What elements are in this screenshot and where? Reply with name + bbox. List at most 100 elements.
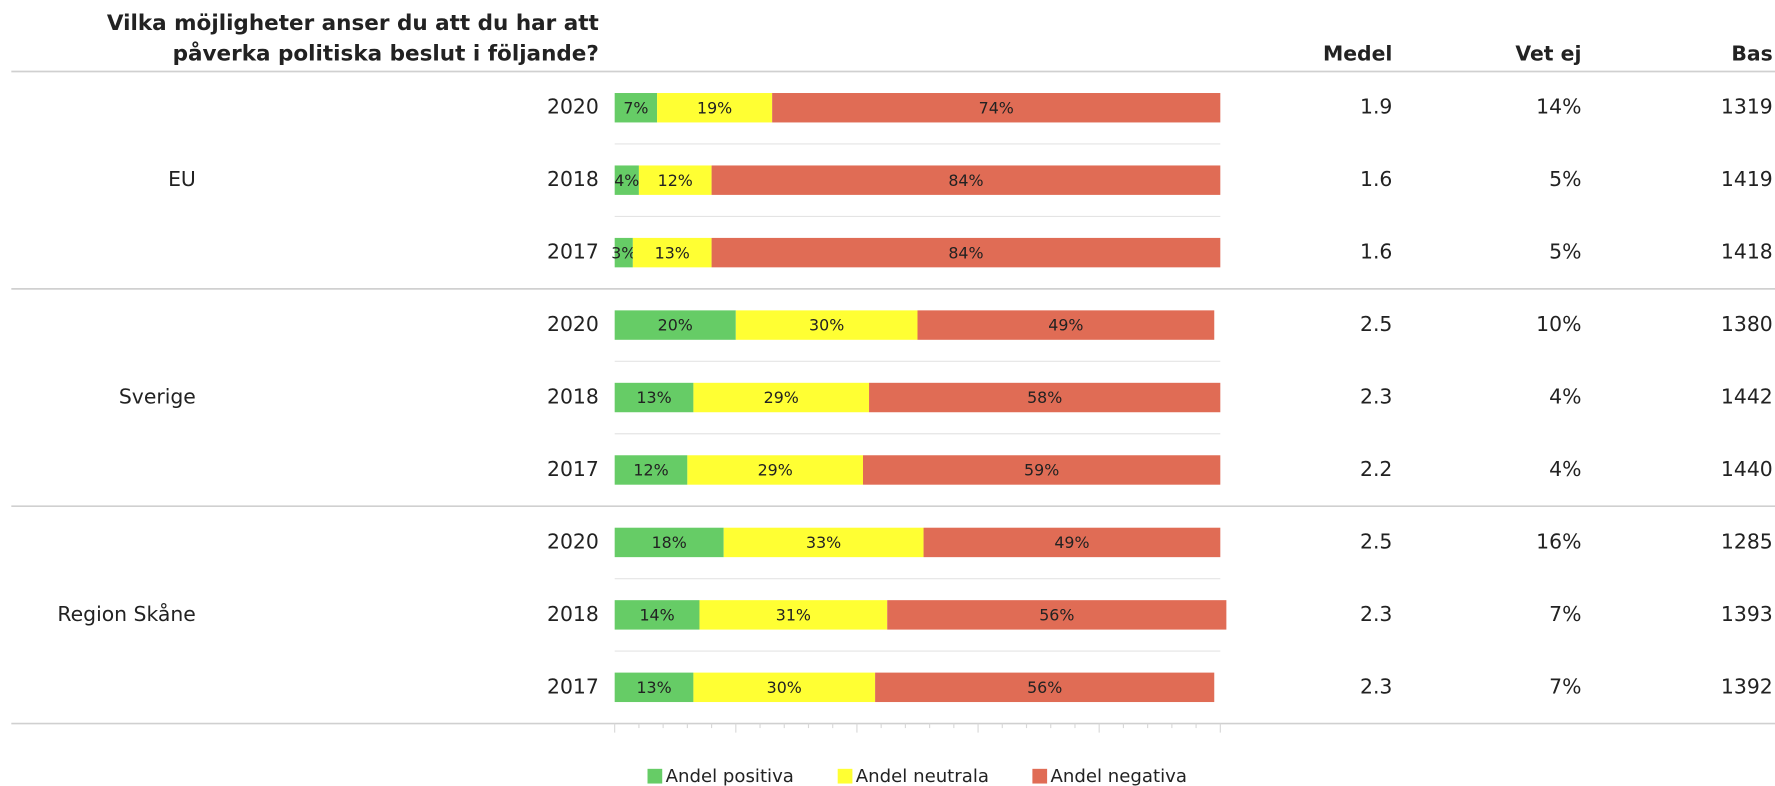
table-cell: 16% (1536, 529, 1581, 553)
table-cell: 4% (1549, 457, 1581, 481)
bar-segment (614, 237, 633, 268)
category-label: 2017 (547, 457, 599, 481)
table-cell: 1418 (1721, 240, 1773, 264)
column-header: Medel (1323, 42, 1392, 66)
legend-swatch (647, 768, 663, 784)
legend-swatch (1032, 768, 1048, 784)
data-label: 56% (1039, 606, 1074, 625)
column-header: Vet ej (1515, 42, 1581, 66)
category-label: 2020 (547, 312, 599, 336)
group-label: Sverige (119, 385, 196, 409)
bar-segment (687, 455, 863, 485)
table-cell: 10% (1536, 312, 1581, 336)
table-cell: 1440 (1721, 457, 1773, 481)
table-cell: 14% (1536, 95, 1581, 119)
data-label: 13% (655, 243, 690, 262)
table-cell: 5% (1549, 240, 1581, 264)
bar-segment (887, 600, 1227, 630)
table-cell: 2.5 (1360, 312, 1392, 336)
bar-segment (772, 93, 1221, 123)
data-label: 29% (758, 461, 793, 480)
bar-segment (614, 93, 658, 123)
data-label: 13% (636, 388, 671, 407)
category-label: 2017 (547, 674, 599, 698)
table-cell: 1.9 (1360, 95, 1392, 119)
table-cell: 7% (1549, 674, 1581, 698)
table-cell: 2.3 (1360, 674, 1392, 698)
table-cell: 4% (1549, 385, 1581, 409)
data-label: 58% (1027, 388, 1062, 407)
bar-segment (917, 310, 1215, 340)
table-cell: 1285 (1721, 529, 1773, 553)
table-cell: 2.2 (1360, 457, 1392, 481)
bar-segment (723, 527, 924, 558)
data-label: 19% (697, 98, 732, 117)
bar-segment (614, 455, 688, 485)
table-cell: 1419 (1721, 167, 1773, 191)
data-label: 18% (652, 533, 687, 552)
category-label: 2018 (547, 167, 599, 191)
column-header: Bas (1731, 42, 1772, 66)
bar-segment (875, 672, 1215, 703)
data-label: 20% (658, 316, 693, 335)
bar-segment (711, 165, 1221, 195)
category-label: 2020 (547, 95, 599, 119)
bar-segment (638, 165, 712, 195)
data-label: 56% (1027, 678, 1062, 697)
data-label: 84% (948, 243, 983, 262)
table-cell: 1392 (1721, 674, 1773, 698)
bar-segment (699, 600, 888, 630)
table-cell: 7% (1549, 602, 1581, 626)
table-cell: 1380 (1721, 312, 1773, 336)
data-label: 33% (806, 533, 841, 552)
category-label: 2017 (547, 240, 599, 264)
data-label: 84% (948, 171, 983, 190)
data-label: 74% (979, 98, 1014, 117)
bar-segment (614, 527, 724, 558)
data-label: 3% (611, 243, 636, 262)
bar-segment (632, 237, 712, 268)
bar-segment (614, 672, 694, 703)
data-label: 49% (1048, 316, 1083, 335)
group-label: Region Skåne (57, 601, 195, 626)
category-label: 2018 (547, 602, 599, 626)
bar-segment (614, 165, 639, 195)
legend-label: Andel positiva (666, 766, 794, 786)
table-cell: 2.3 (1360, 602, 1392, 626)
bar-segment (711, 237, 1221, 268)
data-label: 31% (776, 606, 811, 625)
data-label: 29% (764, 388, 799, 407)
bar-segment (693, 382, 870, 413)
table-cell: 2.5 (1360, 529, 1392, 553)
table-cell: 1319 (1721, 95, 1773, 119)
data-label: 14% (639, 606, 674, 625)
bar-segment (735, 310, 918, 340)
table-cell: 1.6 (1360, 167, 1392, 191)
bar-segment (862, 455, 1221, 485)
data-label: 7% (623, 98, 648, 117)
chart-title: Vilka möjligheter anser du att du har at… (107, 11, 599, 36)
bar-segment (657, 93, 773, 123)
legend-label: Andel neutrala (856, 766, 989, 786)
table-cell: 1393 (1721, 602, 1773, 626)
data-label: 30% (767, 678, 802, 697)
category-label: 2020 (547, 529, 599, 553)
bar-segment (869, 382, 1221, 413)
legend-label: Andel negativa (1051, 766, 1187, 786)
data-label: 4% (614, 171, 639, 190)
table-cell: 5% (1549, 167, 1581, 191)
data-label: 12% (633, 461, 668, 480)
chart-title: påverka politiska beslut i följande? (173, 41, 599, 67)
data-label: 59% (1024, 461, 1059, 480)
table-cell: 2.3 (1360, 385, 1392, 409)
bar-segment (614, 382, 694, 413)
data-label: 49% (1054, 533, 1089, 552)
data-label: 13% (636, 678, 671, 697)
bar-segment (693, 672, 876, 703)
table-cell: 1442 (1721, 385, 1773, 409)
bar-segment (614, 310, 736, 340)
bar-segment (923, 527, 1221, 558)
data-label: 12% (658, 171, 693, 190)
